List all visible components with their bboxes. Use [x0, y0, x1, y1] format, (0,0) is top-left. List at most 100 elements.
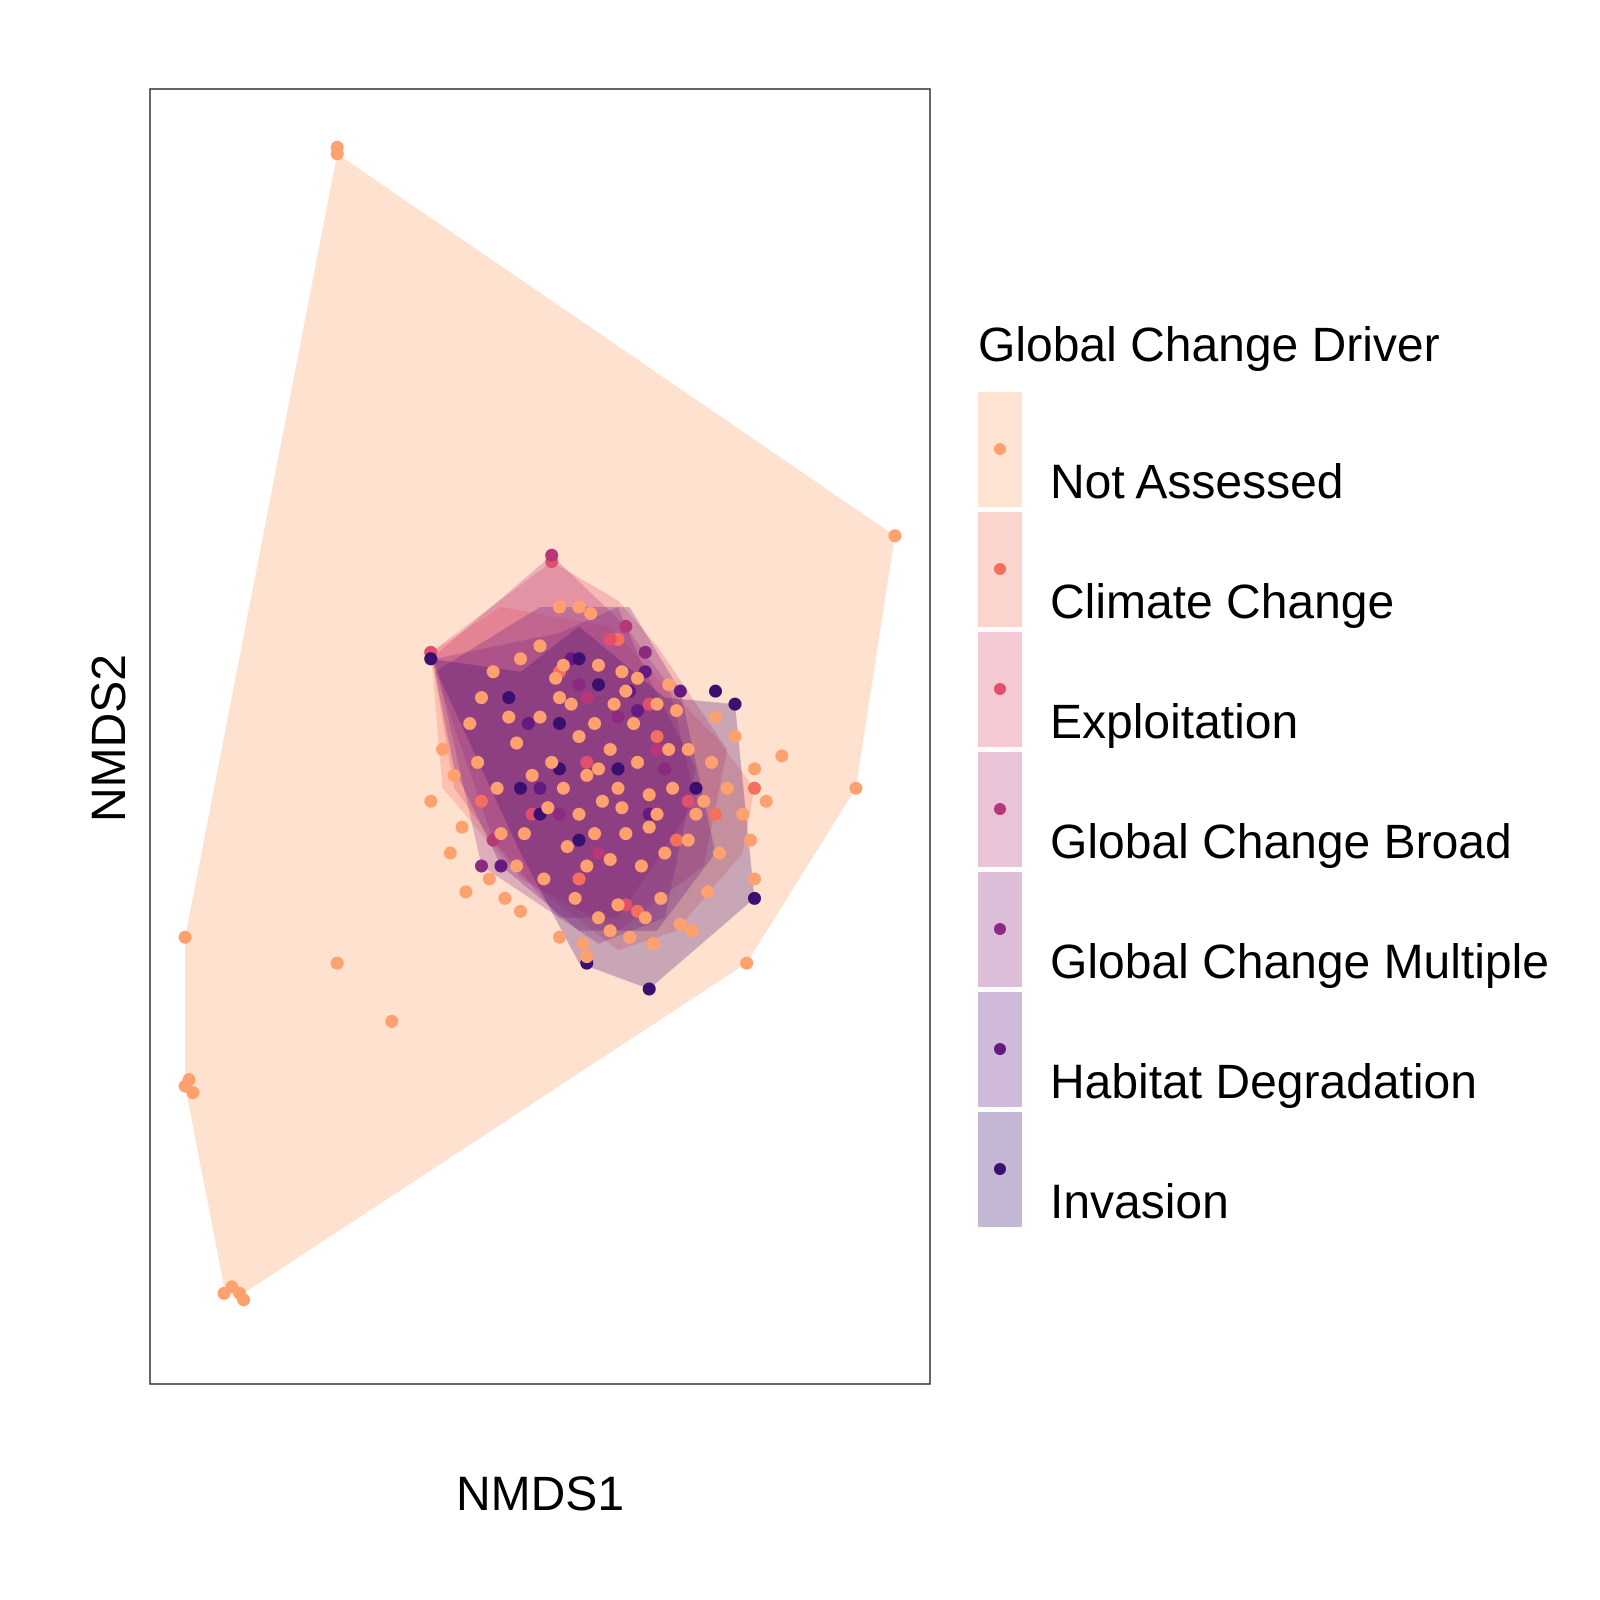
point-not-assessed [560, 840, 574, 854]
point-habitat-degradation [494, 859, 508, 873]
point-not-assessed [471, 755, 485, 769]
point-not-assessed [580, 859, 594, 873]
legend-label: Not Assessed [1050, 456, 1343, 509]
point-not-assessed [514, 652, 527, 666]
point-global-change-multiple [475, 859, 488, 873]
point-not-assessed [572, 600, 586, 614]
point-global-change-broad [592, 846, 605, 860]
point-climate-change [748, 781, 761, 795]
legend-item-exploitation: Exploitation [978, 632, 1298, 749]
point-not-assessed [748, 872, 761, 886]
point-not-assessed [568, 891, 582, 905]
point-not-assessed [681, 742, 695, 756]
point-not-assessed [490, 781, 504, 795]
point-not-assessed [681, 833, 695, 847]
point-global-change-multiple [638, 645, 652, 659]
legend-label: Global Change Broad [1050, 816, 1512, 869]
point-global-change-broad [545, 548, 559, 562]
legend-item-global-change-multiple: Global Change Multiple [978, 872, 1549, 989]
point-not-assessed [549, 671, 563, 685]
legend-dot [994, 803, 1006, 815]
point-invasion [611, 762, 625, 776]
point-invasion [642, 982, 656, 996]
point-invasion [709, 684, 722, 698]
legend-dot [994, 1043, 1006, 1055]
point-not-assessed [580, 768, 594, 782]
legend-item-climate-change: Climate Change [978, 512, 1394, 629]
point-global-change-broad [580, 691, 594, 705]
point-global-change-multiple [553, 807, 566, 821]
point-habitat-degradation [521, 717, 535, 731]
point-not-assessed [740, 956, 754, 970]
point-not-assessed [330, 956, 344, 970]
point-not-assessed [178, 930, 192, 944]
point-not-assessed [537, 872, 551, 886]
point-not-assessed [775, 749, 789, 763]
point-not-assessed [553, 691, 566, 705]
point-not-assessed [697, 794, 711, 808]
point-not-assessed [588, 827, 602, 841]
point-not-assessed [572, 730, 586, 743]
point-not-assessed [619, 684, 633, 698]
point-not-assessed [510, 859, 524, 873]
legend-dot [994, 683, 1006, 695]
point-not-assessed [615, 801, 629, 815]
point-not-assessed [627, 717, 641, 731]
point-not-assessed [642, 788, 656, 802]
point-not-assessed [631, 671, 644, 685]
point-invasion [424, 652, 438, 666]
point-invasion [553, 717, 566, 731]
point-invasion [592, 678, 605, 692]
legend-item-habitat-degradation: Habitat Degradation [978, 992, 1477, 1109]
point-not-assessed [705, 755, 719, 769]
point-climate-change [475, 794, 488, 808]
point-not-assessed [701, 885, 715, 899]
hull-global-change-broad [430, 555, 696, 918]
point-not-assessed [564, 697, 578, 711]
point-not-assessed [888, 529, 902, 543]
point-not-assessed [498, 891, 512, 905]
point-not-assessed [584, 606, 598, 620]
point-not-assessed [619, 827, 633, 841]
point-not-assessed [592, 762, 605, 776]
point-not-assessed [611, 781, 625, 795]
point-not-assessed [611, 898, 625, 912]
legend-dot [994, 923, 1006, 935]
point-not-assessed [556, 781, 570, 795]
point-not-assessed [553, 930, 566, 944]
point-not-assessed [662, 678, 676, 692]
point-not-assessed [514, 904, 527, 918]
point-not-assessed [662, 742, 676, 756]
point-not-assessed [592, 911, 605, 925]
point-not-assessed [638, 911, 652, 925]
point-climate-change [650, 730, 664, 743]
point-not-assessed [631, 755, 644, 769]
legend-keys: Not Assessed Climate Change Exploitation Gl… [978, 392, 1549, 1229]
point-not-assessed [447, 768, 461, 782]
point-invasion [502, 691, 516, 705]
point-not-assessed [463, 717, 477, 731]
point-not-assessed [237, 1293, 251, 1307]
point-not-assessed [494, 827, 508, 841]
legend-label: Global Change Multiple [1050, 936, 1549, 989]
point-invasion [514, 781, 527, 795]
point-not-assessed [650, 807, 664, 821]
point-habitat-degradation [673, 684, 687, 698]
point-not-assessed [486, 665, 500, 679]
point-not-assessed [459, 885, 473, 899]
point-climate-change [709, 807, 722, 821]
point-global-change-multiple [611, 710, 625, 724]
point-global-change-broad [650, 742, 664, 756]
point-not-assessed [556, 658, 570, 672]
point-not-assessed [642, 820, 656, 834]
legend-dot [994, 1163, 1006, 1175]
point-invasion [572, 652, 586, 666]
point-climate-change [670, 833, 683, 847]
point-habitat-degradation [533, 781, 547, 795]
point-not-assessed [533, 639, 547, 653]
point-not-assessed [623, 930, 637, 944]
point-not-assessed [385, 1014, 399, 1028]
legend-label: Invasion [1050, 1176, 1229, 1229]
point-not-assessed [654, 891, 668, 905]
point-not-assessed [592, 658, 605, 672]
